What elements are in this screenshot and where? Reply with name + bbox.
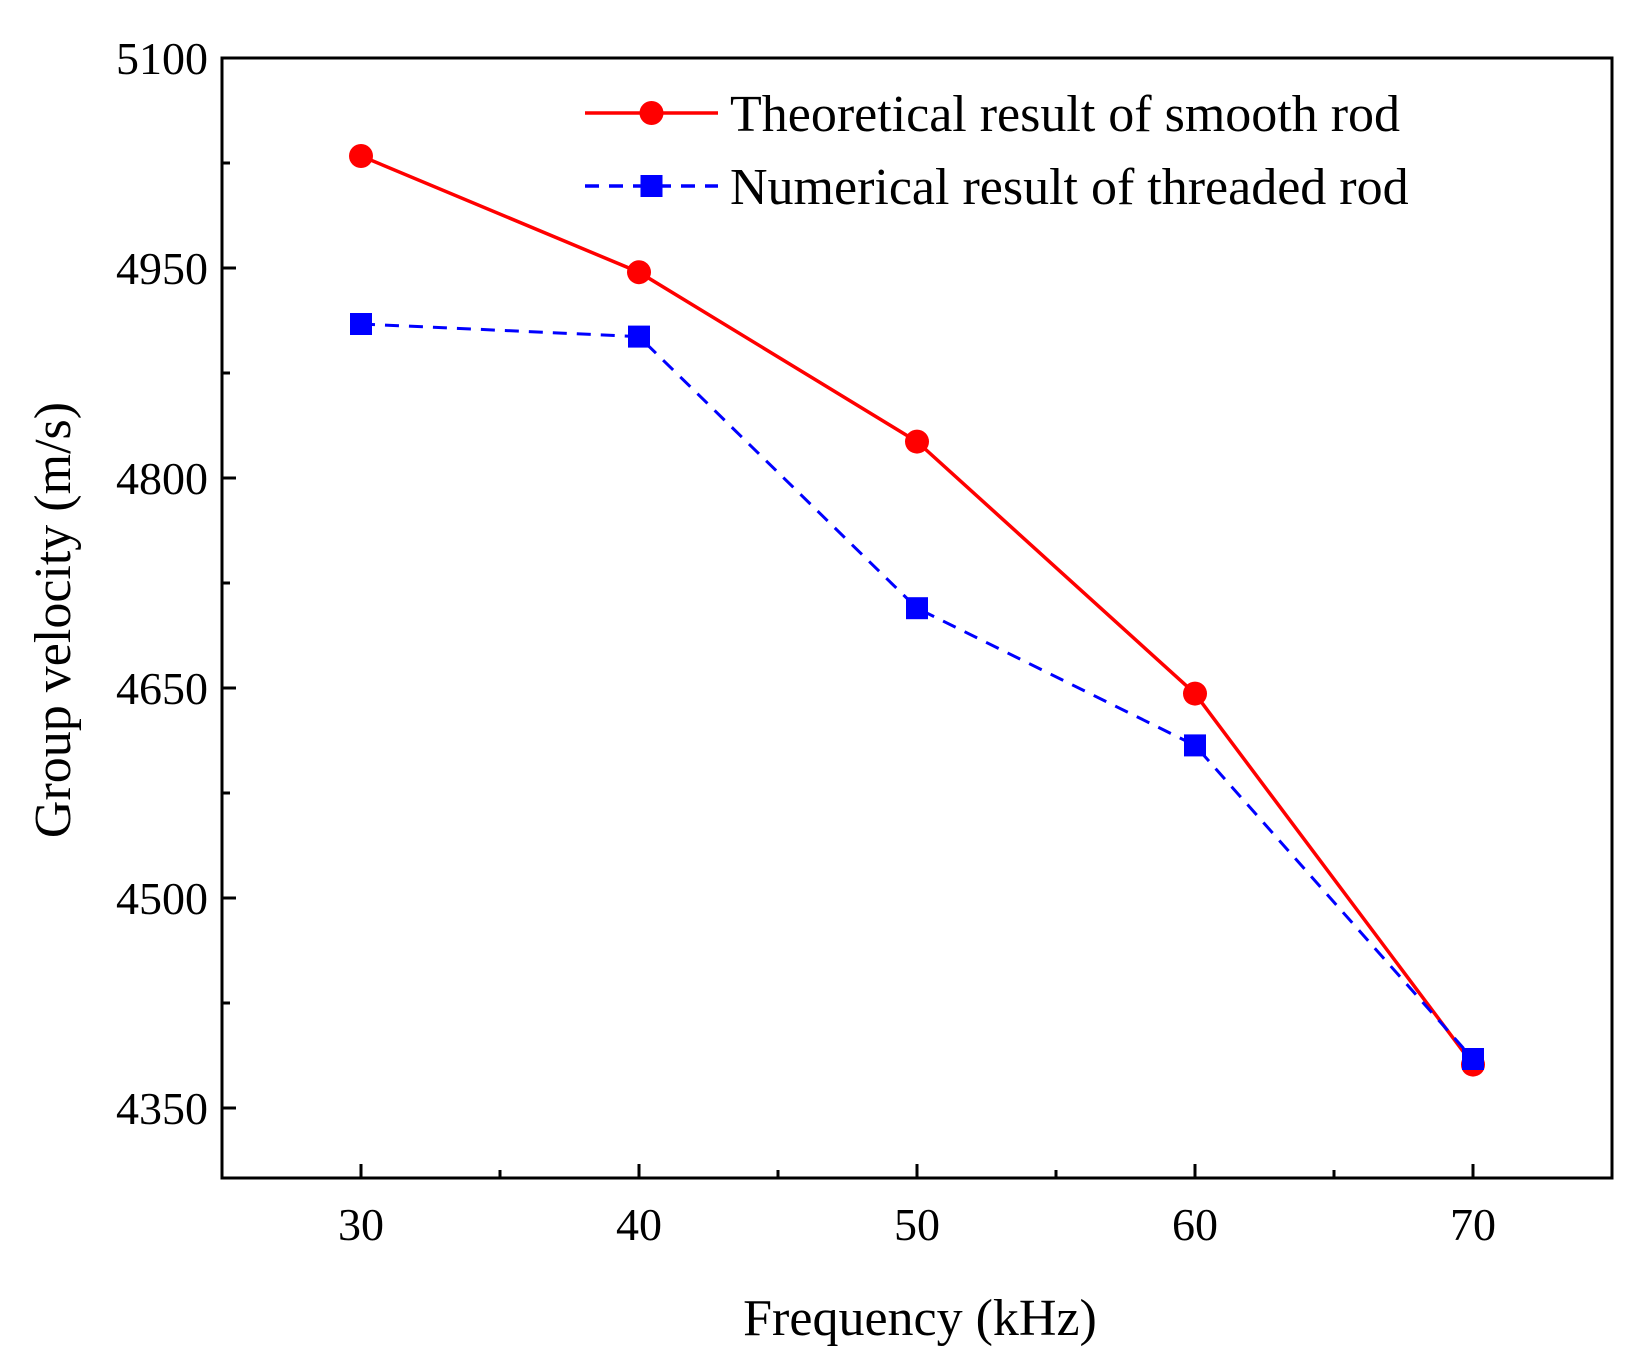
data-point-threaded-rod — [350, 313, 372, 335]
legend-label-threaded-rod: Numerical result of threaded rod — [730, 159, 1409, 216]
legend-marker-smooth-rod — [639, 101, 664, 125]
x-tick-label: 30 — [338, 1199, 384, 1250]
x-tick-label: 70 — [1450, 1199, 1496, 1250]
y-tick-label: 4800 — [116, 453, 208, 504]
data-point-threaded-rod — [1184, 734, 1206, 757]
plot-layer — [349, 144, 1485, 1077]
legend-marker-threaded-rod — [640, 175, 663, 197]
axes-layer: 30 40 50 60 70 4350 4500 4650 4800 4950 5100 — [116, 33, 1614, 1250]
y-tick-label: 4950 — [116, 243, 208, 294]
x-tick-label: 40 — [616, 1199, 662, 1250]
data-point-smooth-rod — [905, 429, 929, 454]
data-point-threaded-rod — [906, 597, 928, 620]
data-point-threaded-rod — [1462, 1048, 1484, 1070]
y-tick-label: 4350 — [116, 1083, 208, 1134]
y-axis-title: Group velocity (m/s) — [25, 402, 82, 838]
data-point-smooth-rod — [1183, 681, 1207, 706]
x-axis-title: Frequency (kHz) — [743, 1290, 1097, 1347]
x-tick-label: 60 — [1172, 1199, 1218, 1250]
data-point-threaded-rod — [628, 325, 650, 348]
y-tick-label: 5100 — [116, 33, 208, 84]
y-tick-label: 4650 — [116, 663, 208, 714]
legend-entry-smooth-rod: Theoretical result of smooth rod — [585, 86, 1400, 143]
legend-entry-threaded-rod: Numerical result of threaded rod — [585, 159, 1409, 216]
legend-label-smooth-rod: Theoretical result of smooth rod — [730, 86, 1400, 143]
series-line-threaded-rod — [360, 322, 1475, 1060]
legend: Theoretical result of smooth rod Numerica… — [585, 86, 1409, 216]
data-point-smooth-rod — [349, 144, 373, 168]
data-point-smooth-rod — [627, 260, 651, 285]
x-tick-label: 50 — [894, 1199, 940, 1250]
y-tick-label: 4500 — [116, 873, 208, 924]
